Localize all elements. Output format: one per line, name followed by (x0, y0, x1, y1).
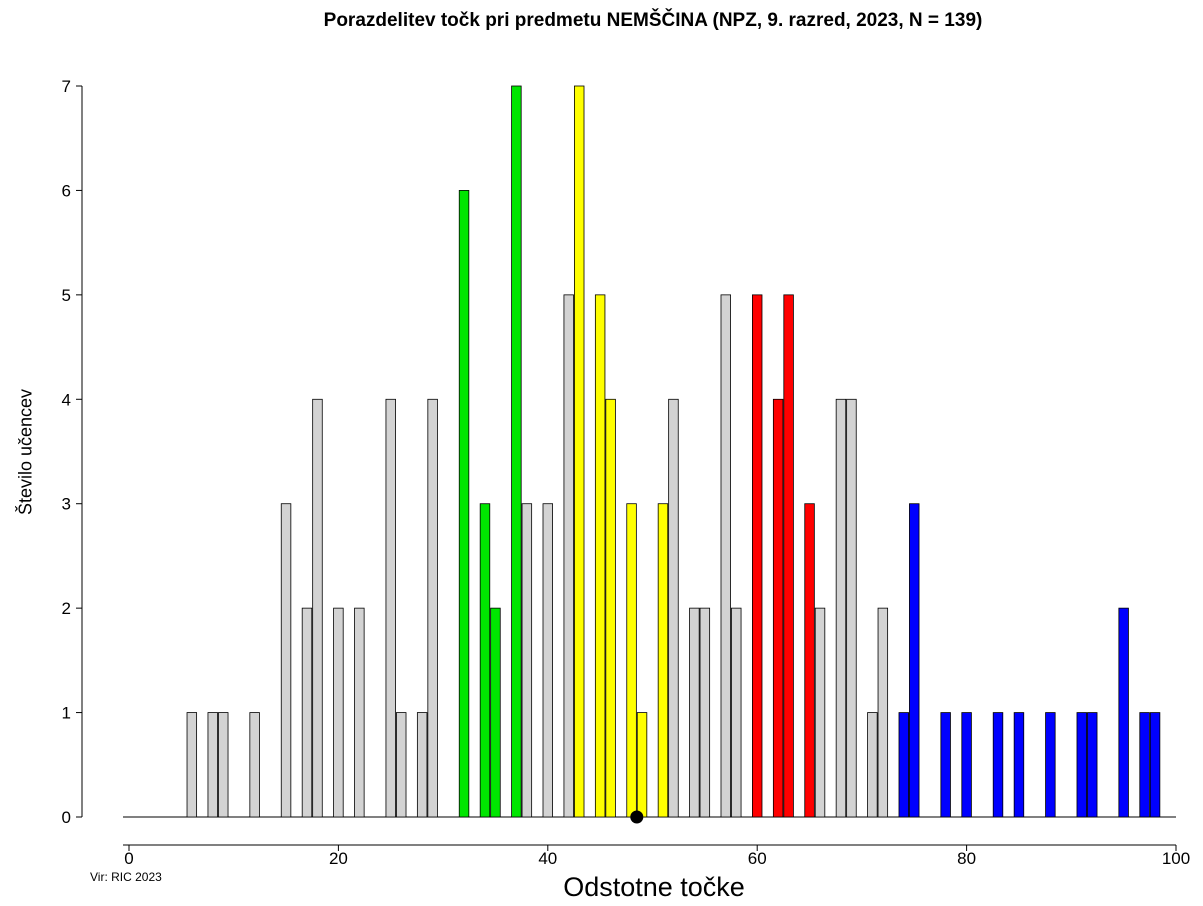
bar-gray (207, 712, 218, 818)
x-tick-label: 40 (538, 849, 557, 868)
y-tick-label: 3 (62, 495, 71, 514)
bar-gray (668, 398, 679, 818)
bar-gray (312, 398, 323, 818)
y-tick-label: 5 (62, 286, 71, 305)
y-axis: 0 1 2 3 4 5 6 7 (62, 77, 83, 827)
chart-title: Porazdelitev točk pri predmetu NEMŠČINA … (323, 10, 983, 31)
x-axis: 0 20 40 60 80 100 (123, 844, 1190, 868)
bar-gray (814, 607, 826, 818)
marker-group (630, 810, 644, 824)
bar-gray (218, 712, 229, 818)
bar-red (804, 503, 815, 818)
bar-blue (1139, 712, 1150, 818)
bar-yellow (574, 85, 585, 818)
y-tick-label: 6 (62, 181, 71, 200)
bar-gray (877, 607, 889, 818)
bar-gray (385, 398, 396, 818)
bar-gray (542, 503, 554, 818)
bar-red (752, 294, 763, 818)
bar-gray (416, 712, 428, 818)
bar-blue (961, 712, 972, 818)
bar-green (479, 503, 491, 818)
bar-gray (689, 607, 700, 818)
x-tick-label: 60 (748, 849, 767, 868)
bar-gray (249, 712, 260, 818)
x-tick-label: 0 (124, 849, 133, 868)
bar-gray (563, 294, 574, 818)
bar-blue (940, 712, 951, 818)
bar-gray (186, 712, 198, 818)
bar-green (458, 190, 470, 818)
bar-yellow (657, 503, 669, 818)
bar-gray (427, 398, 438, 818)
bar-gray (521, 503, 533, 818)
bar-green (511, 85, 522, 818)
bar-blue (909, 503, 920, 818)
bar-gray (835, 398, 847, 818)
x-tick-label: 20 (329, 849, 348, 868)
bars-group (123, 85, 1176, 818)
bar-gray (731, 607, 742, 818)
bar-blue (992, 712, 1004, 818)
bar-blue (898, 712, 909, 818)
bar-yellow (636, 712, 648, 818)
bar-gray (846, 398, 857, 818)
bar-yellow (594, 294, 606, 818)
y-tick-label: 7 (62, 77, 71, 96)
y-tick-label: 0 (62, 808, 71, 827)
y-tick-label: 1 (62, 704, 71, 723)
bar-blue (1087, 712, 1098, 818)
bar-gray (867, 712, 878, 818)
bar-red (772, 398, 784, 818)
bar-gray (396, 712, 407, 818)
bar-gray (301, 607, 313, 818)
bar-blue (1045, 712, 1056, 818)
bar-red (783, 294, 794, 818)
y-tick-label: 2 (62, 599, 71, 618)
bar-yellow (605, 398, 616, 818)
bar-yellow (626, 503, 637, 818)
bar-gray (699, 607, 711, 818)
bar-green (490, 607, 501, 818)
bar-gray (333, 607, 344, 818)
bar-gray (280, 503, 292, 818)
x-tick-label: 100 (1162, 849, 1190, 868)
y-tick-label: 4 (62, 390, 71, 409)
x-axis-label: Odstotne točke (563, 872, 745, 902)
bar-gray (720, 294, 731, 818)
mean-marker (630, 810, 644, 824)
bar-blue (1076, 712, 1087, 818)
bar-blue (1118, 607, 1129, 818)
bar-blue (1149, 712, 1161, 818)
bar-gray (354, 607, 365, 818)
bar-blue (1013, 712, 1025, 818)
x-tick-label: 80 (957, 849, 976, 868)
source-note: Vir: RIC 2023 (90, 870, 162, 884)
